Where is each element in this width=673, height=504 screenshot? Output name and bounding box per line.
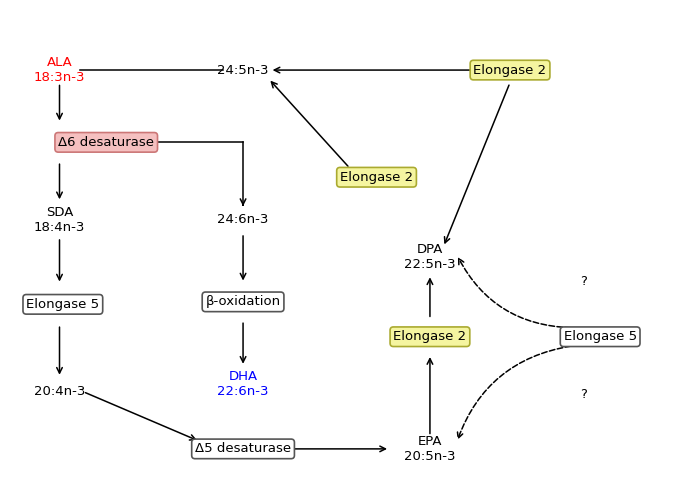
Text: Elongase 2: Elongase 2 [394,330,466,343]
Text: Elongase 2: Elongase 2 [340,171,413,184]
Text: DHA
22:6n-3: DHA 22:6n-3 [217,370,269,398]
Text: ALA
18:3n-3: ALA 18:3n-3 [34,56,85,84]
Text: Δ6 desaturase: Δ6 desaturase [59,136,154,149]
Text: 24:5n-3: 24:5n-3 [217,64,269,77]
Text: DPA
22:5n-3: DPA 22:5n-3 [404,243,456,271]
Text: Elongase 5: Elongase 5 [563,330,637,343]
Text: SDA
18:4n-3: SDA 18:4n-3 [34,206,85,233]
Text: ?: ? [580,275,587,288]
Text: β-oxidation: β-oxidation [205,295,281,308]
Text: EPA
20:5n-3: EPA 20:5n-3 [404,435,456,463]
Text: Elongase 2: Elongase 2 [474,64,546,77]
Text: 20:4n-3: 20:4n-3 [34,385,85,398]
Text: Elongase 5: Elongase 5 [26,298,100,311]
Text: Δ5 desaturase: Δ5 desaturase [195,443,291,456]
Text: 24:6n-3: 24:6n-3 [217,213,269,226]
Text: ?: ? [580,388,587,401]
